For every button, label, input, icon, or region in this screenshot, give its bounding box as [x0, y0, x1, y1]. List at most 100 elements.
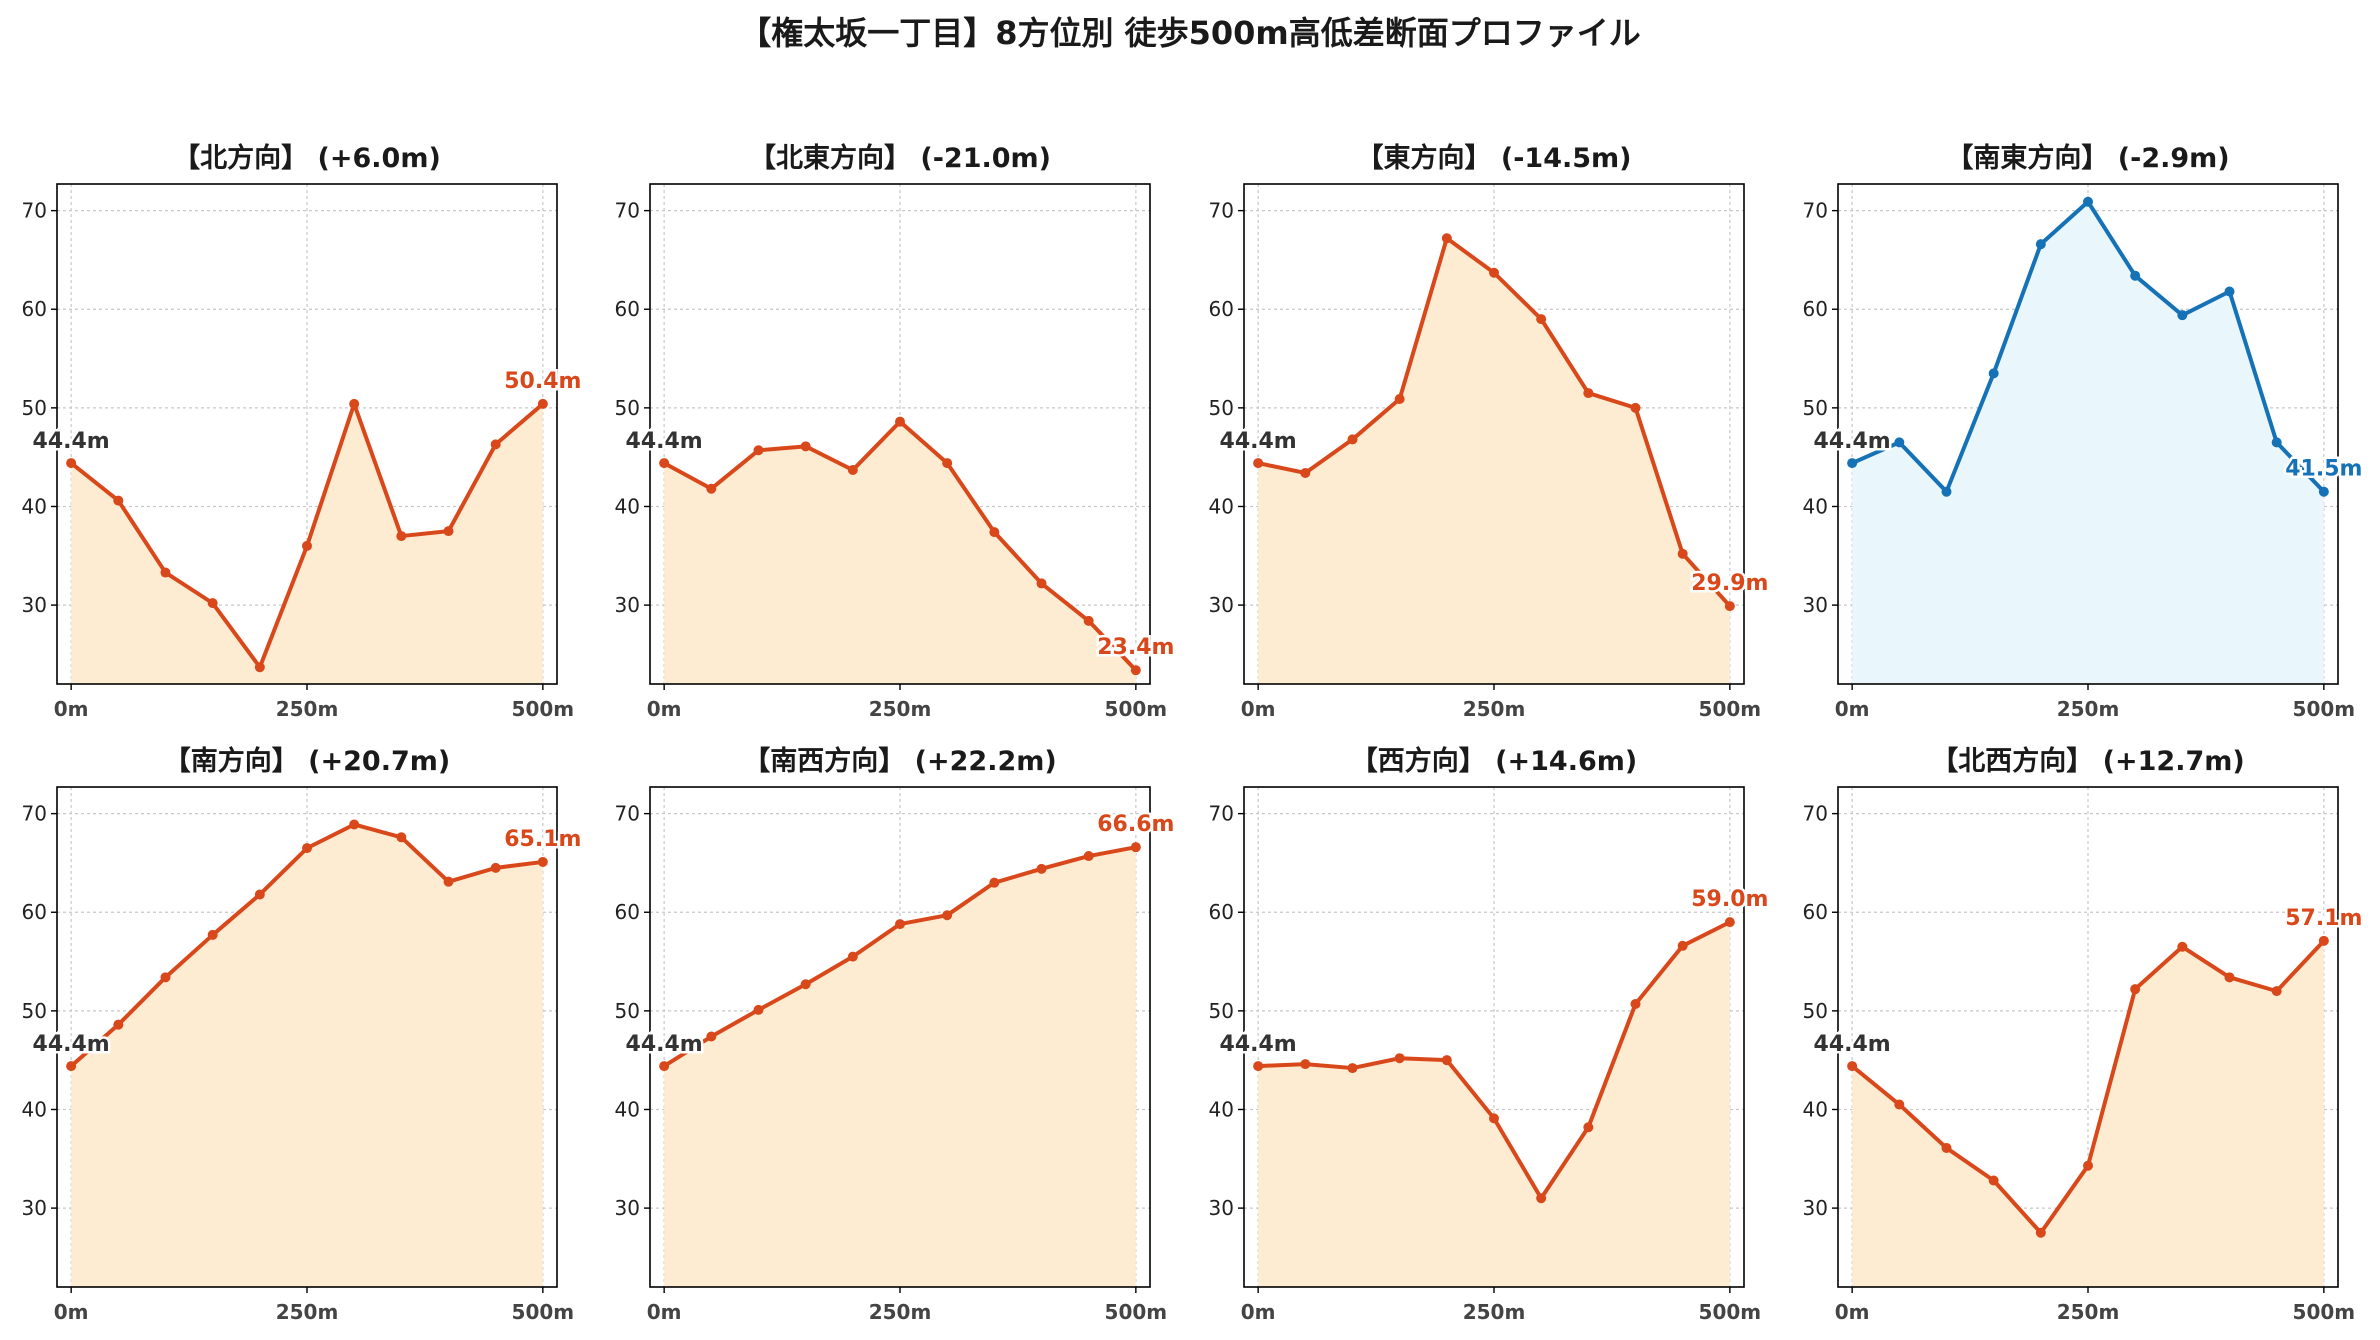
x-tick-label: 0m	[1835, 1300, 1870, 1324]
elevation-area	[664, 421, 1136, 684]
y-tick-label: 40	[1209, 1097, 1234, 1121]
data-point	[1489, 1113, 1499, 1124]
y-tick-label: 50	[22, 999, 47, 1023]
data-point	[942, 910, 953, 921]
y-tick-label: 70	[1209, 802, 1234, 826]
y-tick-label: 40	[22, 1097, 47, 1121]
y-tick-label: 30	[1803, 1196, 1828, 1220]
chart-panel: 【東方向】 (-14.5m) 30 40 50 60 70 0m 250m 500m 44.4m 2…	[1209, 142, 1771, 721]
y-tick-label: 70	[1803, 802, 1828, 826]
chart-panel: 【北西方向】 (+12.7m) 30 40 50 60 70 0m 250m 500m 44.4m…	[1803, 745, 2365, 1324]
end-value-label: 65.1m	[504, 827, 581, 852]
data-point	[1083, 851, 1094, 862]
data-point	[706, 483, 717, 494]
data-point	[1988, 1175, 1999, 1186]
y-tick-label: 50	[1803, 396, 1828, 420]
start-value-label: 44.4m	[1220, 1032, 1297, 1057]
elevation-area	[1852, 201, 2324, 685]
data-point	[1083, 615, 1094, 626]
data-point	[1347, 1063, 1358, 1074]
y-tick-label: 50	[615, 396, 640, 420]
y-tick-label: 70	[22, 199, 47, 223]
start-value-label: 44.4m	[1814, 429, 1891, 454]
x-tick-label: 500m	[1699, 1300, 1762, 1324]
data-point	[1630, 402, 1641, 413]
data-point	[2035, 1227, 2046, 1238]
y-tick-label: 50	[22, 396, 47, 420]
start-value-label: 44.4m	[1220, 429, 1297, 454]
data-point	[942, 458, 953, 469]
data-point	[1489, 267, 1499, 278]
y-tick-label: 30	[22, 593, 47, 617]
data-point	[1300, 1059, 1311, 1070]
y-tick-label: 60	[615, 900, 640, 924]
y-tick-label: 60	[1209, 900, 1234, 924]
x-tick-label: 0m	[54, 1300, 89, 1324]
panel-title: 【北西方向】 (+12.7m)	[1931, 745, 2244, 777]
panel-title: 【南西方向】 (+22.2m)	[743, 745, 1056, 777]
data-point	[1394, 393, 1405, 404]
data-point	[2083, 1160, 2093, 1171]
y-tick-label: 30	[1209, 1196, 1234, 1220]
y-tick-label: 30	[1803, 593, 1828, 617]
y-tick-label: 70	[615, 199, 640, 223]
data-point	[1253, 1061, 1264, 1072]
y-tick-label: 50	[1209, 999, 1234, 1023]
data-point	[1347, 434, 1358, 445]
data-point	[537, 398, 548, 409]
panel-title: 【西方向】 (+14.6m)	[1351, 745, 1637, 777]
data-point	[753, 1004, 764, 1015]
x-tick-label: 0m	[647, 1300, 682, 1324]
data-point	[847, 951, 858, 962]
data-point	[443, 526, 454, 537]
data-point	[302, 843, 312, 854]
data-point	[2224, 972, 2235, 983]
data-point	[847, 464, 858, 475]
y-tick-label: 60	[1803, 900, 1828, 924]
elevation-area	[1258, 238, 1730, 684]
data-point	[1941, 1142, 1952, 1153]
data-point	[396, 832, 407, 843]
data-point	[1988, 368, 1999, 379]
x-tick-label: 250m	[276, 1300, 339, 1324]
data-point	[1536, 314, 1547, 325]
data-point	[1677, 548, 1688, 559]
y-tick-label: 30	[1209, 593, 1234, 617]
chart-panel: 【南方向】 (+20.7m) 30 40 50 60 70 0m 250m 500m 44.4m 6…	[22, 745, 584, 1324]
y-tick-label: 40	[1803, 494, 1828, 518]
panel-title: 【南方向】 (+20.7m)	[164, 745, 450, 777]
data-point	[207, 598, 218, 609]
x-tick-label: 500m	[1699, 697, 1762, 721]
y-tick-label: 70	[615, 802, 640, 826]
elevation-area	[664, 847, 1136, 1287]
data-point	[349, 819, 360, 830]
data-point	[443, 876, 454, 887]
data-point	[895, 919, 905, 930]
chart-panel: 【南東方向】 (-2.9m) 30 40 50 60 70 0m 250m 500m 44.4m 4…	[1803, 142, 2365, 721]
y-tick-label: 30	[615, 1196, 640, 1220]
data-point	[989, 877, 1000, 888]
data-point	[160, 972, 171, 983]
x-tick-label: 500m	[2293, 697, 2356, 721]
x-tick-label: 250m	[1463, 1300, 1526, 1324]
y-tick-label: 50	[1209, 396, 1234, 420]
x-tick-label: 500m	[512, 1300, 575, 1324]
start-value-label: 44.4m	[1814, 1032, 1891, 1057]
chart-panel: 【北東方向】 (-21.0m) 30 40 50 60 70 0m 250m 500m 44.4m…	[615, 142, 1177, 721]
data-point	[254, 662, 265, 673]
y-tick-label: 40	[1803, 1097, 1828, 1121]
data-point	[1894, 437, 1905, 448]
x-tick-label: 500m	[1105, 1300, 1168, 1324]
data-point	[1300, 467, 1311, 478]
x-tick-label: 500m	[1105, 697, 1168, 721]
data-point	[207, 929, 218, 940]
start-value-label: 44.4m	[33, 429, 110, 454]
data-point	[1036, 578, 1047, 589]
data-point	[1677, 940, 1688, 951]
x-tick-label: 0m	[1835, 697, 1870, 721]
y-tick-label: 60	[22, 900, 47, 924]
data-point	[989, 527, 1000, 538]
data-point	[2177, 310, 2188, 321]
data-point	[1536, 1193, 1547, 1204]
x-tick-label: 500m	[512, 697, 575, 721]
